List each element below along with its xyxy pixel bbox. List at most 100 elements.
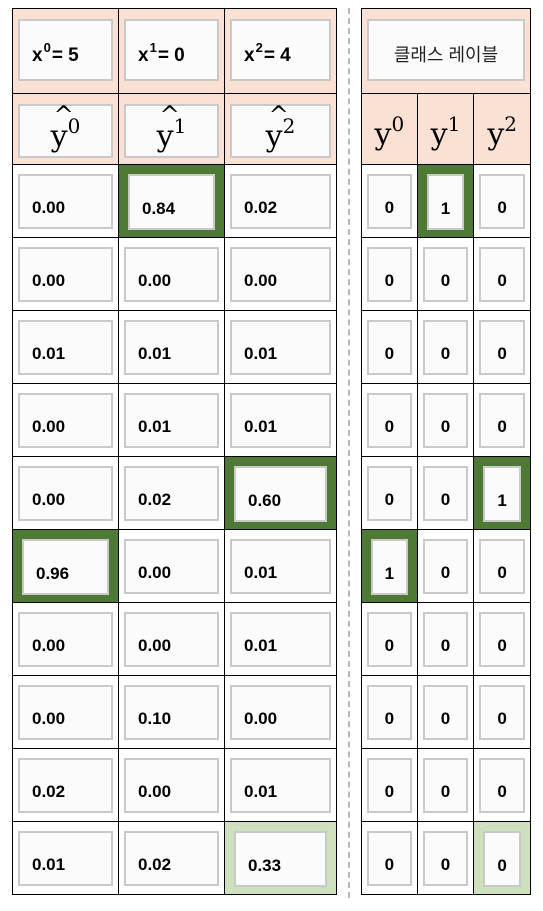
label-cell: 0 — [361, 602, 418, 676]
class-label-title-row: 클래스 레이블 — [361, 8, 531, 94]
label-cell-value: 0 — [440, 563, 451, 582]
probability-cell-value: 0.00 — [138, 271, 172, 290]
input-var: x — [138, 45, 149, 66]
label-cell-value: 0 — [497, 271, 507, 290]
probability-cell-value: 0.01 — [244, 636, 278, 655]
label-cell-value: 0 — [384, 271, 395, 290]
label-cell: 1 — [473, 456, 531, 530]
prediction-row: 0.00 0.00 0.00 — [12, 237, 337, 311]
probability-cell-value: 0.00 — [244, 709, 278, 728]
probability-cell: 0.60 — [224, 456, 337, 530]
input-var: x — [32, 45, 43, 66]
label-row: 0 0 0 — [361, 748, 531, 822]
label-cell: 0 — [473, 602, 531, 676]
probability-cell-value: 0.02 — [138, 855, 172, 874]
probability-cell: 0.01 — [118, 383, 225, 457]
label-cell: 0 — [416, 675, 475, 749]
probability-cell-value: 0.01 — [32, 344, 66, 363]
label-cell-value: 0 — [384, 490, 395, 509]
probability-cell: 0.00 — [224, 237, 337, 311]
class-index: 2 — [504, 112, 517, 136]
probability-cell: 0.84 — [118, 164, 225, 238]
label-cell: 0 — [361, 237, 418, 311]
probability-cell-value: 0.00 — [32, 490, 66, 509]
label-cell-value: 0 — [440, 271, 451, 290]
y-hat-symbol: y — [51, 101, 74, 154]
label-cell: 0 — [416, 748, 475, 822]
probability-cell: 0.00 — [118, 237, 225, 311]
probability-cell-value: 0.01 — [32, 855, 66, 874]
label-cell: 0 — [473, 529, 531, 603]
probability-cell: 0.02 — [224, 164, 337, 238]
probability-cell: 0.00 — [12, 383, 119, 457]
label-cell: 0 — [416, 456, 475, 530]
label-header: y2 — [473, 93, 531, 165]
probability-cell-value: 0.01 — [244, 782, 278, 801]
label-cell-value: 0 — [440, 490, 451, 509]
label-row: 0 0 0 — [361, 821, 531, 895]
input-index: 0 — [43, 40, 51, 55]
label-row: 0 0 0 — [361, 310, 531, 384]
input-cell: x0= 5 — [12, 8, 119, 94]
probability-cell: 0.01 — [12, 821, 119, 895]
label-cell-value: 0 — [384, 636, 395, 655]
input-cell: x2= 4 — [224, 8, 337, 94]
predictions-table: x0= 5 x1= 0 x2= 4 y0 y1 y2 0.000.840.020… — [12, 8, 337, 895]
label-cell: 0 — [361, 456, 418, 530]
prediction-header: y0 — [12, 93, 119, 165]
probability-cell: 0.00 — [224, 675, 337, 749]
label-cell-value: 0 — [497, 198, 507, 217]
label-row: 1 0 0 — [361, 529, 531, 603]
label-cell: 0 — [473, 310, 531, 384]
prediction-header: y1 — [118, 93, 225, 165]
label-header: y0 — [361, 93, 418, 165]
probability-cell-value: 0.02 — [244, 198, 278, 217]
probability-cell: 0.10 — [118, 675, 225, 749]
label-cell: 0 — [361, 164, 418, 238]
probability-cell-value: 0.01 — [138, 344, 172, 363]
label-cell: 0 — [473, 748, 531, 822]
label-cell-value: 0 — [384, 782, 395, 801]
predictions-panel: x0= 5 x1= 0 x2= 4 y0 y1 y2 0.000.840.020… — [12, 8, 337, 895]
label-row: 0 0 1 — [361, 456, 531, 530]
probability-cell: 0.01 — [12, 310, 119, 384]
label-cell: 1 — [416, 164, 475, 238]
label-cell-value: 0 — [497, 417, 507, 436]
label-cell-value: 0 — [497, 344, 507, 363]
probability-cell: 0.01 — [224, 602, 337, 676]
probability-cell-value: 0.33 — [248, 856, 282, 875]
probability-cell: 0.00 — [12, 456, 119, 530]
label-cell: 0 — [361, 821, 418, 895]
prediction-row: 0.01 0.01 0.01 — [12, 310, 337, 384]
probability-cell: 0.00 — [12, 164, 119, 238]
probability-cell: 0.00 — [118, 748, 225, 822]
label-cell: 0 — [473, 383, 531, 457]
input-value: = 4 — [263, 45, 291, 66]
probability-cell-value: 0.96 — [36, 564, 70, 583]
prediction-row: 0.00 0.02 0.60 — [12, 456, 337, 530]
input-value: = 0 — [157, 45, 185, 66]
label-cell-value: 0 — [497, 636, 507, 655]
label-cell-value: 0 — [440, 636, 451, 655]
probability-cell: 0.01 — [118, 310, 225, 384]
probability-cell-value: 0.10 — [138, 709, 172, 728]
probability-cell: 0.96 — [12, 529, 119, 603]
label-cell-value: 0 — [440, 709, 451, 728]
probability-cell-value: 0.01 — [244, 417, 278, 436]
label-cell: 0 — [361, 310, 418, 384]
label-row: 0 0 0 — [361, 237, 531, 311]
label-cell-value: 0 — [497, 709, 507, 728]
probability-cell: 0.01 — [224, 310, 337, 384]
probability-cell-value: 0.02 — [32, 782, 66, 801]
label-cell: 1 — [361, 529, 418, 603]
probability-cell: 0.01 — [224, 529, 337, 603]
label-cell: 0 — [416, 237, 475, 311]
label-cell: 0 — [416, 383, 475, 457]
probability-cell-value: 0.00 — [244, 271, 278, 290]
probability-cell-value: 0.60 — [248, 491, 282, 510]
prediction-row: 0.01 0.02 0.33 — [12, 821, 337, 895]
label-cell-value: 0 — [497, 563, 507, 582]
probability-cell-value: 0.01 — [244, 344, 278, 363]
